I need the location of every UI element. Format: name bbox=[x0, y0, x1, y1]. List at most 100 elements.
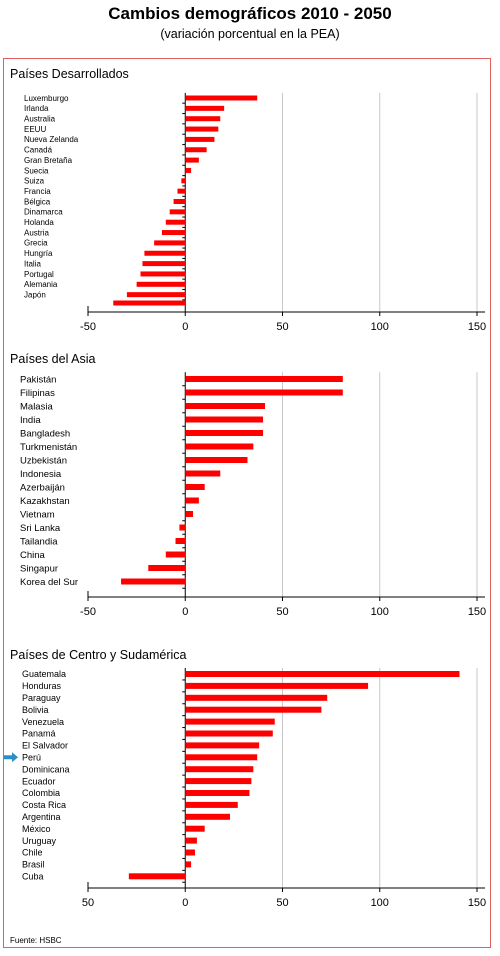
panel-title: Países del Asia bbox=[10, 352, 96, 366]
category-label: Vietnam bbox=[20, 509, 55, 520]
chart-asia-countries: Países del Asia Pakistán Filipinas Malasia I… bbox=[10, 352, 486, 618]
bar-dinamarca bbox=[169, 209, 186, 215]
category-label: Azerbaiján bbox=[20, 482, 65, 493]
bar-grecia bbox=[154, 240, 186, 246]
bar-uzbekistán bbox=[185, 457, 248, 463]
x-tick-label: 100 bbox=[371, 606, 389, 618]
category-label: China bbox=[20, 550, 46, 561]
x-tick-label: 50 bbox=[276, 606, 288, 618]
category-label: Chile bbox=[22, 848, 43, 858]
bar-chile bbox=[185, 849, 195, 856]
bar-méxico bbox=[185, 825, 205, 832]
bar-suecia bbox=[185, 167, 192, 173]
bar-sri-lanka bbox=[179, 524, 186, 531]
category-label: Irlanda bbox=[24, 104, 49, 113]
x-tick-label: -50 bbox=[80, 606, 96, 618]
category-label: Pakistán bbox=[20, 374, 56, 385]
category-label: Korea del Sur bbox=[20, 577, 78, 588]
category-label: Japón bbox=[24, 290, 46, 299]
category-label: Uruguay bbox=[22, 836, 57, 846]
page-title: Cambios demográficos 2010 - 2050 bbox=[108, 4, 392, 23]
bar-pakistán bbox=[185, 376, 343, 382]
x-tick-label: 150 bbox=[468, 321, 486, 333]
category-label: México bbox=[22, 824, 51, 834]
bar-indonesia bbox=[185, 470, 221, 477]
x-tick-label: 0 bbox=[182, 321, 188, 333]
category-label: Gran Bretaña bbox=[24, 156, 73, 165]
category-label: Bangladesh bbox=[20, 428, 70, 439]
category-label: Sri Lanka bbox=[20, 523, 61, 534]
category-label: Alemania bbox=[24, 280, 58, 289]
category-label: Panamá bbox=[22, 729, 56, 739]
category-label: Portugal bbox=[24, 270, 54, 279]
bar-honduras bbox=[185, 682, 369, 689]
category-label: Luxemburgo bbox=[24, 94, 69, 103]
x-tick-label: 0 bbox=[182, 606, 188, 618]
bar-brasil bbox=[185, 861, 192, 868]
bar-nueva-zelanda bbox=[185, 136, 215, 142]
x-tick-label: 0 bbox=[182, 897, 188, 909]
bar-costa-rica bbox=[185, 801, 238, 808]
category-label: Hungría bbox=[24, 249, 53, 258]
bar-paraguay bbox=[185, 694, 328, 701]
category-label: Suecia bbox=[24, 166, 49, 175]
x-tick-label: 150 bbox=[468, 897, 486, 909]
category-label: Austria bbox=[24, 228, 49, 237]
bar-china bbox=[165, 551, 186, 558]
bar-korea-del-sur bbox=[121, 578, 186, 585]
category-label: Grecia bbox=[24, 239, 48, 248]
category-label: Tailandia bbox=[20, 536, 58, 547]
bar-uruguay bbox=[185, 837, 197, 844]
panel-title: Países Desarrollados bbox=[10, 67, 129, 81]
category-label: Turkmenistán bbox=[20, 442, 77, 453]
bar-india bbox=[185, 416, 264, 423]
x-tick-label: -50 bbox=[80, 321, 96, 333]
category-label: EEUU bbox=[24, 125, 46, 134]
category-label: Francia bbox=[24, 187, 51, 196]
bar-colombia bbox=[185, 790, 250, 796]
category-label: Italia bbox=[24, 259, 41, 268]
bar-gran-bretaña bbox=[185, 157, 199, 163]
category-label: Malasia bbox=[20, 401, 53, 412]
bar-austria bbox=[161, 230, 186, 236]
category-label: Perú bbox=[22, 752, 41, 762]
category-label: El Salvador bbox=[22, 741, 68, 751]
bar-portugal bbox=[140, 271, 186, 277]
x-tick-label: 100 bbox=[371, 897, 389, 909]
panel-title: Países de Centro y Sudamérica bbox=[10, 648, 187, 662]
category-label: Paraguay bbox=[22, 693, 61, 703]
bar-ecuador bbox=[185, 778, 252, 785]
bar-hungría bbox=[144, 250, 186, 256]
category-label: Uzbekistán bbox=[20, 455, 67, 466]
category-label: Colombia bbox=[22, 788, 60, 798]
bar-australia bbox=[185, 116, 221, 122]
category-label: Ecuador bbox=[22, 776, 56, 786]
category-label: Kazakhstan bbox=[20, 496, 70, 507]
category-label: Nueva Zelanda bbox=[24, 135, 79, 144]
x-tick-label: 50 bbox=[82, 897, 94, 909]
bar-vietnam bbox=[185, 511, 194, 517]
category-label: Costa Rica bbox=[22, 800, 66, 810]
bar-bélgica bbox=[173, 199, 186, 204]
bar-canadá bbox=[185, 147, 207, 153]
category-label: Dominicana bbox=[22, 764, 70, 774]
x-tick-label: 50 bbox=[276, 321, 288, 333]
bar-unlabeled bbox=[113, 300, 186, 306]
bar-holanda bbox=[165, 219, 186, 225]
bar-el-salvador bbox=[185, 742, 260, 749]
category-label: Canadá bbox=[24, 146, 53, 155]
bar-perú bbox=[185, 754, 258, 761]
bar-francia bbox=[177, 188, 186, 194]
page-subtitle: (variación porcentual en la PEA) bbox=[160, 27, 340, 41]
bar-suiza bbox=[181, 178, 186, 184]
bar-eeuu bbox=[185, 126, 219, 132]
category-label: Holanda bbox=[24, 218, 54, 227]
source-note: Fuente: HSBC bbox=[10, 936, 62, 945]
category-label: Indonesia bbox=[20, 469, 62, 480]
bar-alemania bbox=[136, 281, 186, 287]
bar-guatemala bbox=[185, 671, 460, 677]
category-label: Bélgica bbox=[24, 197, 51, 206]
bar-dominicana bbox=[185, 766, 254, 773]
chart-frame bbox=[3, 58, 491, 948]
